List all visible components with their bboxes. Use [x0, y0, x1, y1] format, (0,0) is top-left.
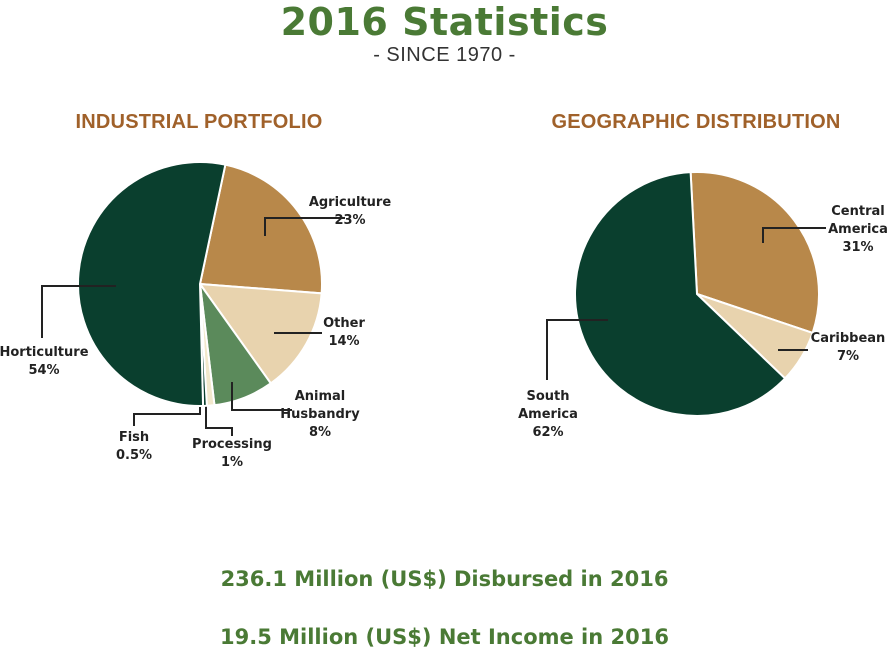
page-subtitle: - SINCE 1970 - — [373, 44, 516, 66]
slice-label-animal-husbandry: Animal Husbandry 8% — [280, 389, 360, 440]
leader-line-horticulture — [41, 285, 116, 338]
geographic-distribution-pie: Central America 31% Caribbean 7% South America… — [518, 171, 888, 440]
leader-line-animal-husbandry — [231, 382, 292, 411]
slice-label-processing: Processing 1% — [192, 437, 272, 470]
disbursed-summary: 236.1 Million (US$) Disbursed in 2016 — [220, 567, 669, 591]
slice-label-south-america: South America 62% — [518, 389, 578, 440]
slice-label-other: Other 14% — [323, 316, 365, 349]
slice-label-agriculture: Agriculture 23% — [309, 195, 392, 228]
pie-slice-agriculture — [198, 163, 323, 295]
pie-slice-other — [197, 282, 323, 385]
pie-slice-horticulture — [77, 161, 227, 407]
slice-label-central-america: Central America 31% — [828, 204, 888, 255]
slice-label-fish: Fish 0.5% — [116, 430, 152, 463]
pie-slice-south-america — [574, 171, 787, 417]
slice-label-caribbean: Caribbean 7% — [811, 331, 886, 364]
leader-line-central-america — [762, 227, 826, 243]
net-income-summary: 19.5 Million (US$) Net Income in 2016 — [220, 625, 669, 649]
page-title: 2016 Statistics — [280, 0, 609, 44]
industrial-portfolio-pie: Agriculture 23% Other 14% Animal Husbandry 8%P… — [0, 161, 392, 470]
pie-slice-central-america — [689, 171, 820, 335]
leader-line-south-america — [546, 319, 608, 380]
geographic-distribution-heading: GEOGRAPHIC DISTRIBUTION — [551, 111, 841, 133]
slice-label-horticulture: Horticulture 54% — [0, 345, 89, 378]
industrial-portfolio-heading: INDUSTRIAL PORTFOLIO — [75, 111, 323, 133]
leader-line-processing — [205, 400, 233, 436]
leader-line-fish — [133, 402, 201, 426]
leader-line-agriculture — [264, 217, 345, 236]
